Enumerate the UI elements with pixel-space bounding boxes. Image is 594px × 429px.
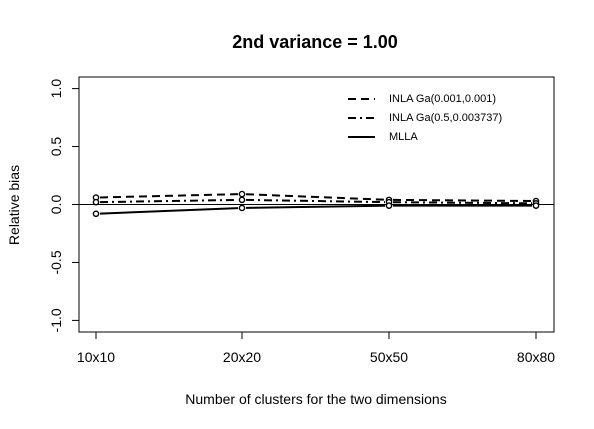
y-tick-label: 0.5 — [48, 137, 64, 157]
legend: INLA Ga(0.001,0.001) INLA Ga(0.5,0.003737… — [348, 93, 502, 143]
x-tick-label: 10x10 — [77, 349, 115, 365]
y-tick-label: 1.0 — [48, 79, 64, 99]
y-tick-label: -1.0 — [48, 308, 64, 332]
series-2-point — [92, 198, 100, 206]
series-2-segment — [392, 201, 533, 205]
chart-title: 2nd variance = 1.00 — [232, 32, 398, 52]
series-3-point — [92, 210, 100, 218]
x-tick-label: 80x80 — [517, 349, 555, 365]
x-axis-label: Number of clusters for the two dimension… — [185, 391, 446, 407]
series-3-segment — [99, 207, 239, 215]
y-tick-label: 0.0 — [48, 195, 64, 215]
series-1-segment — [245, 193, 386, 201]
y-axis-label: Relative bias — [6, 165, 22, 245]
series-2-segment — [99, 198, 239, 204]
legend-label: INLA Ga(0.5,0.003737) — [389, 112, 502, 124]
series-3-point — [238, 204, 246, 212]
y-tick-label: -0.5 — [48, 250, 64, 274]
series-2-segment — [245, 198, 386, 204]
x-tick-label: 50x50 — [370, 349, 408, 365]
legend-label: MLLA — [389, 131, 418, 143]
y-axis: -1.0 -0.5 0.0 0.5 1.0 — [48, 79, 80, 332]
series-3-point — [385, 202, 393, 209]
series-3-point — [532, 202, 540, 209]
series-layer — [92, 190, 540, 218]
series-1-segment — [99, 193, 239, 199]
series-1-point — [238, 190, 246, 198]
series-2-point — [238, 196, 246, 204]
legend-label: INLA Ga(0.001,0.001) — [389, 93, 496, 105]
x-tick-label: 20x20 — [223, 349, 261, 365]
series-1-segment — [392, 198, 533, 202]
x-axis: 10x10 20x20 50x50 80x80 — [77, 331, 555, 365]
series-3-segment — [245, 204, 386, 209]
